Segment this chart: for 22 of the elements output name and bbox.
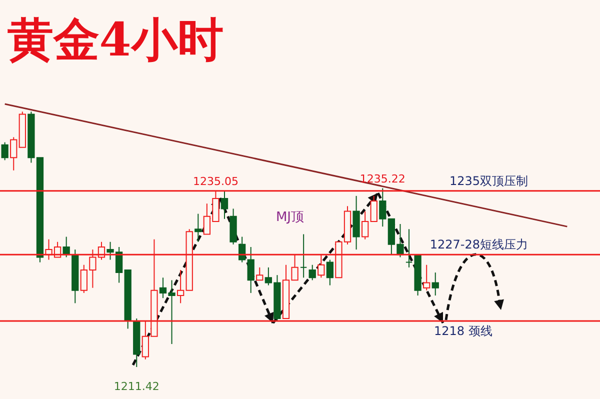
candlestick — [432, 272, 439, 296]
candlestick — [220, 190, 228, 220]
annotation: 1211.42 — [114, 380, 160, 393]
candlestick — [405, 228, 413, 268]
annotation: 1235.22 — [360, 172, 406, 186]
candlestick — [308, 264, 316, 281]
candlestick — [379, 188, 386, 228]
ref-line-label: 1227-28短线压力 — [430, 238, 528, 252]
candlestick — [362, 210, 369, 240]
candlestick — [300, 234, 308, 278]
annotation: MJ顶 — [276, 210, 304, 225]
annotation: 1235.05 — [192, 174, 238, 188]
candlestick — [423, 264, 430, 291]
candlestick — [238, 236, 246, 263]
candlestick — [326, 259, 334, 286]
candlestick — [247, 246, 254, 294]
candlestick — [10, 136, 18, 171]
ref-line-label: 1235双顶压制 — [449, 174, 528, 188]
candlestick — [256, 266, 264, 281]
chart-title: 黄金4小时 — [7, 12, 224, 66]
candlestick — [1, 142, 8, 161]
ref-line-label: 1218 颈线 — [434, 324, 492, 338]
